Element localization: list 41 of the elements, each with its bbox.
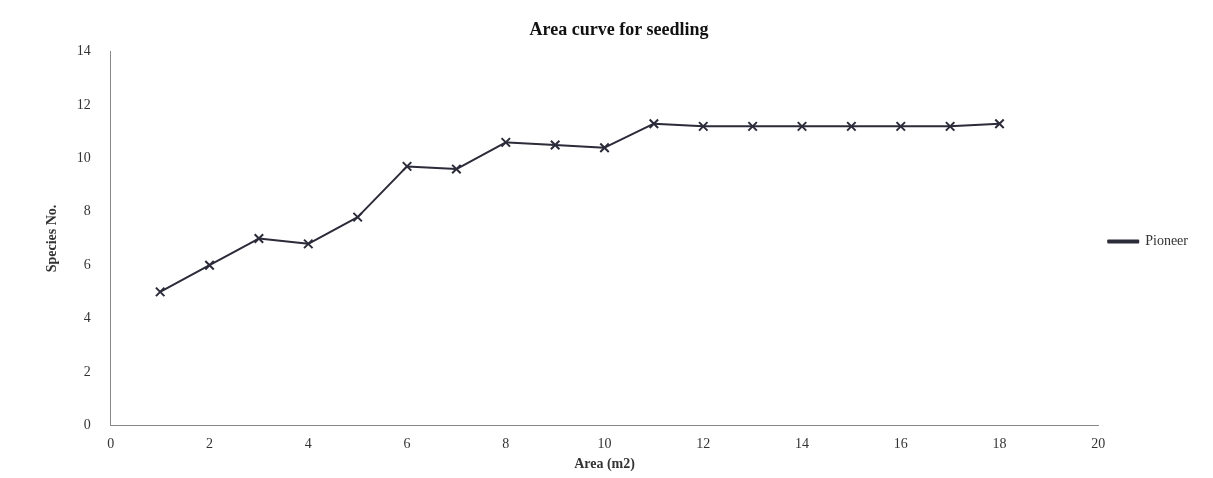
- y-tick-label: 2: [83, 363, 91, 379]
- point: [352, 211, 363, 223]
- point: [846, 121, 857, 132]
- point: [648, 118, 660, 129]
- legend-label: Pioneer: [1145, 233, 1189, 249]
- point: [796, 121, 808, 132]
- x-axis-title: Area (m2): [574, 456, 636, 473]
- y-tick-label: 6: [83, 256, 91, 272]
- point: [549, 139, 561, 151]
- point: [154, 286, 166, 298]
- x-tick-label: 20: [1091, 436, 1106, 452]
- x-tick-label: 16: [893, 436, 908, 452]
- point: [253, 233, 265, 244]
- x-tick-label: 2: [206, 436, 214, 452]
- point: [994, 118, 1005, 129]
- y-tick-label: 0: [83, 417, 91, 433]
- point: [599, 142, 610, 153]
- point: [944, 121, 956, 132]
- x-tick-label: 6: [403, 436, 411, 452]
- x-tick-label: 14: [795, 436, 809, 452]
- y-tick-label: 4: [83, 310, 91, 326]
- y-tick-label: 10: [76, 150, 91, 166]
- y-tick-label: 14: [76, 43, 91, 59]
- point: [204, 259, 215, 271]
- point: [895, 121, 906, 132]
- y-axis-title: Species No.: [44, 204, 60, 273]
- x-tick-label: 4: [304, 436, 312, 452]
- point: [401, 161, 413, 172]
- x-tick-label: 18: [992, 436, 1007, 452]
- chart-title: Area curve for seedling: [529, 19, 709, 40]
- point: [747, 121, 758, 132]
- point: [303, 238, 314, 250]
- y-tick-label: 12: [76, 96, 91, 112]
- x-tick-label: 10: [597, 436, 612, 452]
- x-tick-label: 8: [502, 436, 510, 452]
- x-tick-label: 12: [696, 436, 711, 452]
- y-tick-label: 8: [83, 203, 91, 219]
- point: [698, 121, 709, 132]
- point: [451, 163, 462, 175]
- point: [500, 137, 512, 148]
- x-tick-label: 0: [107, 436, 115, 452]
